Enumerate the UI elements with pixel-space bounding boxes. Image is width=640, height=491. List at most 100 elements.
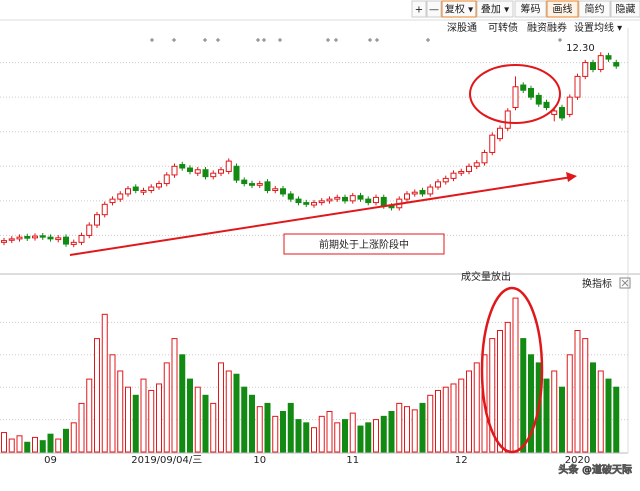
toolbar-button[interactable] bbox=[411, 0, 427, 18]
toolbar-button[interactable] bbox=[514, 0, 547, 18]
close-button[interactable] bbox=[619, 277, 631, 289]
candle-body bbox=[590, 62, 596, 70]
toolbar-button[interactable] bbox=[426, 0, 442, 18]
volume-bar bbox=[303, 422, 310, 453]
menu-item[interactable]: 深股通 bbox=[447, 22, 477, 34]
candle-body bbox=[225, 160, 232, 172]
candle-body bbox=[357, 195, 364, 200]
event-markers bbox=[150, 38, 562, 42]
candle-body bbox=[78, 234, 85, 243]
volume-bar bbox=[504, 321, 511, 453]
toolbar-button[interactable] bbox=[578, 0, 611, 18]
volume-bar bbox=[396, 402, 403, 453]
volume-bar bbox=[582, 338, 589, 453]
volume-bar bbox=[590, 362, 596, 453]
volume-bar bbox=[179, 354, 186, 453]
volume-bar bbox=[132, 394, 139, 453]
candle-body bbox=[109, 198, 116, 204]
volume-bar bbox=[210, 402, 217, 453]
volume-bar bbox=[272, 415, 279, 453]
candle-body bbox=[334, 196, 341, 200]
volume-bar bbox=[202, 394, 209, 453]
volume-bar bbox=[39, 440, 46, 453]
candle-body bbox=[241, 179, 248, 185]
volume-bar bbox=[117, 370, 124, 453]
annotation-box bbox=[283, 233, 445, 255]
candle-body bbox=[249, 183, 255, 186]
volume-bar bbox=[497, 330, 503, 453]
volume-bar bbox=[380, 415, 387, 453]
candle-body bbox=[32, 235, 38, 239]
close-icon bbox=[621, 279, 629, 287]
menu-item[interactable]: 可转债 bbox=[488, 21, 518, 34]
candle-body bbox=[194, 169, 201, 174]
candle-body bbox=[94, 214, 100, 226]
volume-bar bbox=[349, 412, 356, 453]
volume-bar bbox=[427, 394, 434, 453]
candle-body bbox=[171, 165, 178, 176]
annotation-text: 前期处于上涨阶段中 bbox=[319, 238, 409, 251]
volume-bar bbox=[24, 441, 31, 453]
highlight-circle bbox=[480, 286, 544, 454]
candle-body bbox=[264, 181, 271, 191]
candle-body bbox=[597, 55, 604, 70]
menu-item[interactable]: 融资融券 bbox=[527, 21, 567, 34]
volume-bar bbox=[264, 402, 271, 453]
toolbar-button[interactable] bbox=[610, 0, 640, 18]
volume-bar bbox=[450, 383, 457, 453]
volume-bar bbox=[326, 411, 333, 453]
toolbar-label: — bbox=[429, 5, 439, 16]
candle-body bbox=[512, 86, 519, 109]
volume-bar bbox=[163, 362, 170, 453]
candle-body bbox=[365, 198, 372, 204]
candle-body bbox=[481, 151, 488, 164]
volume-bar bbox=[473, 362, 480, 453]
volume-bar bbox=[419, 402, 426, 453]
candle-body bbox=[16, 236, 23, 240]
volume-bar bbox=[551, 370, 558, 453]
toolbar-button[interactable] bbox=[441, 0, 477, 18]
volume-bar bbox=[489, 338, 496, 453]
volume-bar bbox=[109, 354, 116, 453]
toolbar-button[interactable] bbox=[476, 0, 514, 18]
indicator-button[interactable]: 换指标 bbox=[582, 277, 612, 290]
high-label: 12.30 bbox=[566, 43, 595, 54]
volume-bar bbox=[140, 378, 147, 453]
watermark: 头条 @道破天际 bbox=[559, 463, 632, 476]
candle-body bbox=[86, 224, 93, 236]
candle-body bbox=[450, 172, 457, 179]
volume-bar bbox=[47, 433, 54, 453]
volume-bar bbox=[411, 409, 418, 453]
candle-body bbox=[47, 236, 54, 240]
x-tick-label: 2019/09/04/三 bbox=[131, 455, 202, 466]
volume-bar bbox=[241, 386, 248, 453]
volume-bar bbox=[365, 422, 372, 453]
toolbar-label: 筹码 bbox=[521, 3, 541, 16]
volume-bar bbox=[528, 354, 534, 453]
candle-body bbox=[342, 196, 348, 202]
volume-bar bbox=[55, 438, 62, 453]
candle-body bbox=[125, 188, 131, 195]
callout: 成交量放出 bbox=[461, 270, 511, 283]
candle-body bbox=[63, 236, 69, 245]
volume-bar bbox=[233, 373, 240, 453]
volume-bar bbox=[334, 422, 341, 453]
candle-body bbox=[435, 181, 441, 188]
volume-bar bbox=[70, 422, 77, 453]
candle-body bbox=[179, 164, 186, 169]
toolbar-label: + bbox=[415, 5, 423, 16]
toolbar-button[interactable] bbox=[546, 0, 579, 18]
candle-body bbox=[140, 189, 147, 193]
highlight-circle bbox=[469, 64, 561, 124]
menu-item[interactable]: 设置均线 ▾ bbox=[574, 21, 622, 34]
x-tick-label: 10 bbox=[253, 455, 266, 466]
volume-bar bbox=[404, 406, 410, 453]
volume-bar bbox=[605, 378, 612, 453]
candle-body bbox=[559, 107, 565, 119]
volume-bar bbox=[318, 415, 325, 453]
candle-body bbox=[373, 196, 379, 204]
candle-body bbox=[473, 162, 480, 167]
candle-body bbox=[55, 237, 62, 241]
candle-body bbox=[256, 183, 263, 186]
